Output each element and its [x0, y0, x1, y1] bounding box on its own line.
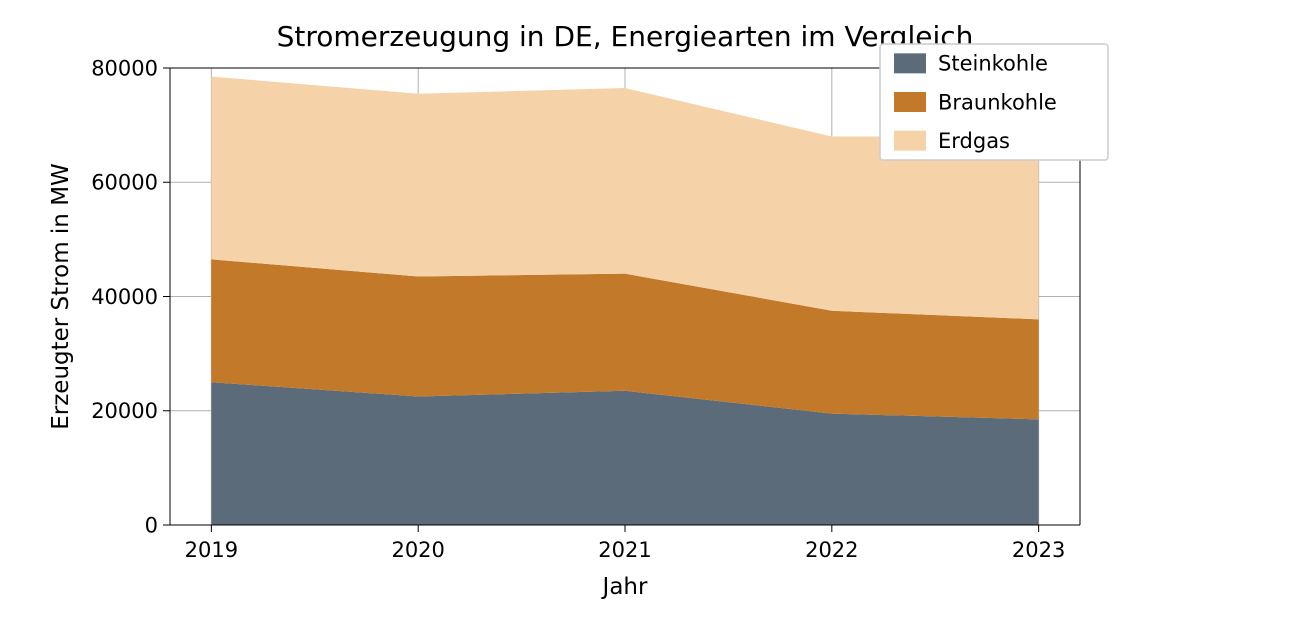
legend-swatch	[894, 131, 926, 151]
x-tick-label: 2020	[391, 538, 444, 562]
y-tick-label: 80000	[91, 56, 158, 80]
x-tick-label: 2022	[805, 538, 858, 562]
x-tick-label: 2023	[1012, 538, 1065, 562]
legend: Steinkohle Braunkohle Erdgas	[880, 44, 1108, 160]
legend-swatch	[894, 53, 926, 73]
legend-swatch	[894, 92, 926, 112]
legend-label: Braunkohle	[938, 90, 1057, 114]
x-axis-label: Jahr	[601, 574, 648, 600]
legend-label: Steinkohle	[938, 52, 1048, 76]
x-tick-label: 2021	[598, 538, 651, 562]
x-tick-label: 2019	[185, 538, 238, 562]
chart-container: 2019 2020 2021 2022 2023 0 20000 40000 60000 800…	[0, 0, 1299, 630]
y-axis-label: Erzeugter Strom in MW	[48, 163, 74, 430]
y-tick-label: 20000	[91, 399, 158, 423]
stacked-area-chart: 2019 2020 2021 2022 2023 0 20000 40000 60000 800…	[0, 0, 1299, 630]
y-tick-label: 0	[145, 513, 158, 537]
chart-title: Stromerzeugung in DE, Energiearten im Ve…	[277, 20, 974, 53]
y-tick-label: 60000	[91, 171, 158, 195]
legend-label: Erdgas	[938, 129, 1010, 153]
y-tick-label: 40000	[91, 285, 158, 309]
